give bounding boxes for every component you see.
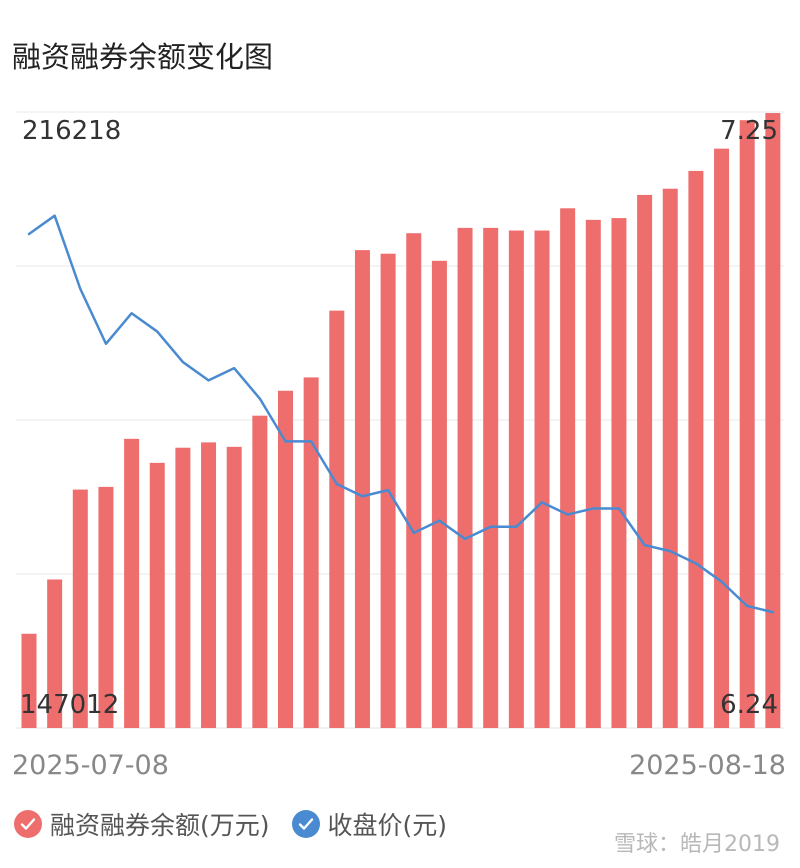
bar-series bbox=[21, 113, 781, 729]
bar bbox=[662, 188, 678, 728]
check-icon bbox=[291, 810, 320, 838]
bar bbox=[560, 208, 576, 729]
watermark: 雪球：皓月2019 bbox=[614, 832, 780, 857]
left-axis-min-label: 147012 bbox=[20, 690, 120, 720]
right-axis-min-label: 6.24 bbox=[720, 690, 778, 720]
bar bbox=[175, 447, 191, 728]
bar bbox=[354, 250, 370, 728]
bar bbox=[21, 633, 37, 728]
bar bbox=[47, 579, 63, 728]
legend: 融资融券余额(万元) 收盘价(元) bbox=[14, 806, 469, 842]
bar bbox=[431, 260, 447, 728]
legend-label-balance: 融资融券余额(万元) bbox=[50, 811, 270, 840]
bar bbox=[252, 415, 268, 728]
bar bbox=[483, 227, 499, 728]
check-icon bbox=[14, 810, 42, 838]
bar bbox=[688, 170, 704, 728]
x-end-label: 2025-08-18 bbox=[629, 750, 786, 781]
chart-title: 融资融券余额变化图 bbox=[12, 40, 274, 74]
close-price-line bbox=[27, 214, 775, 614]
legend-item-balance[interactable]: 融资融券余额(万元) bbox=[14, 806, 270, 842]
bar bbox=[72, 489, 88, 728]
bar bbox=[765, 113, 781, 729]
bar bbox=[534, 230, 550, 729]
bar bbox=[98, 486, 114, 728]
bar bbox=[201, 442, 217, 728]
bar bbox=[303, 377, 319, 728]
legend-label-close-price: 收盘价(元) bbox=[327, 811, 448, 840]
line-series bbox=[27, 214, 775, 614]
bar bbox=[457, 227, 473, 728]
bar bbox=[611, 218, 627, 728]
gridlines bbox=[16, 111, 784, 729]
bar bbox=[278, 390, 293, 728]
bar bbox=[714, 148, 730, 728]
bar bbox=[149, 462, 165, 728]
bar bbox=[406, 233, 422, 728]
bar bbox=[637, 194, 653, 728]
legend-item-close-price[interactable]: 收盘价(元) bbox=[291, 806, 448, 842]
bar bbox=[329, 310, 345, 728]
left-axis-max-label: 216218 bbox=[22, 116, 122, 146]
bar bbox=[226, 446, 242, 728]
bar bbox=[508, 230, 524, 729]
right-axis-max-label: 7.25 bbox=[720, 116, 778, 146]
bar bbox=[585, 219, 601, 729]
bar bbox=[739, 120, 755, 729]
bar bbox=[124, 438, 140, 728]
x-start-label: 2025-07-08 bbox=[12, 750, 169, 781]
